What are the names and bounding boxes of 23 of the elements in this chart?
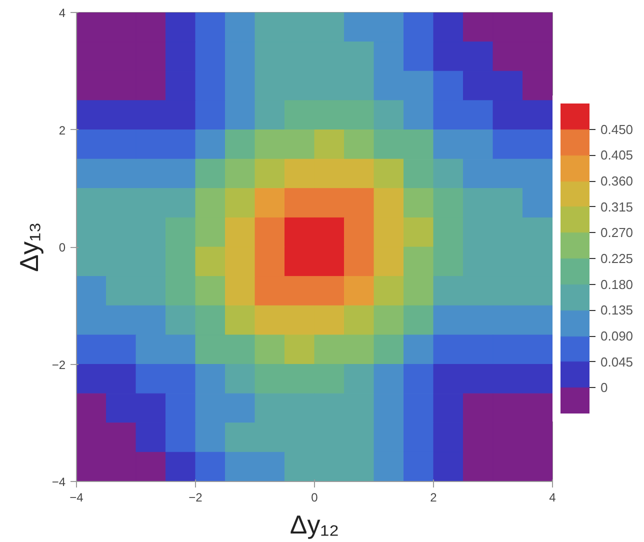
color-bar-label: 0.360 (600, 174, 634, 188)
color-bar-label: 0.180 (600, 276, 634, 292)
x-tick-label: 4 (549, 490, 556, 504)
y-tick-label: −4 (52, 475, 66, 489)
color-bar-label: 0.225 (600, 251, 634, 266)
color-bar-label: 0 (600, 380, 608, 396)
color-bar-label: 0.450 (600, 122, 634, 137)
y-tick-label: 2 (58, 123, 66, 138)
y-tick-label: −2 (52, 358, 66, 372)
x-tick-label: −2 (188, 490, 203, 504)
y-axis-title: Δy₁₃ (14, 222, 44, 272)
y-tick-label: 4 (58, 6, 66, 20)
color-bar-label: 0.405 (600, 148, 634, 163)
color-bar-label: 0.045 (600, 354, 634, 370)
color-bar-label: 0.090 (600, 328, 634, 344)
x-tick-label: 2 (430, 490, 438, 504)
color-bar-label: 0.270 (600, 225, 634, 240)
color-bar-label: 0.135 (600, 302, 634, 318)
color-bar-label: 0.315 (600, 199, 634, 214)
x-axis-title: Δy₁₂ (290, 510, 340, 540)
x-tick-label: 0 (311, 490, 318, 504)
y-tick-label: 0 (58, 240, 66, 254)
x-tick-label: −4 (70, 490, 84, 504)
